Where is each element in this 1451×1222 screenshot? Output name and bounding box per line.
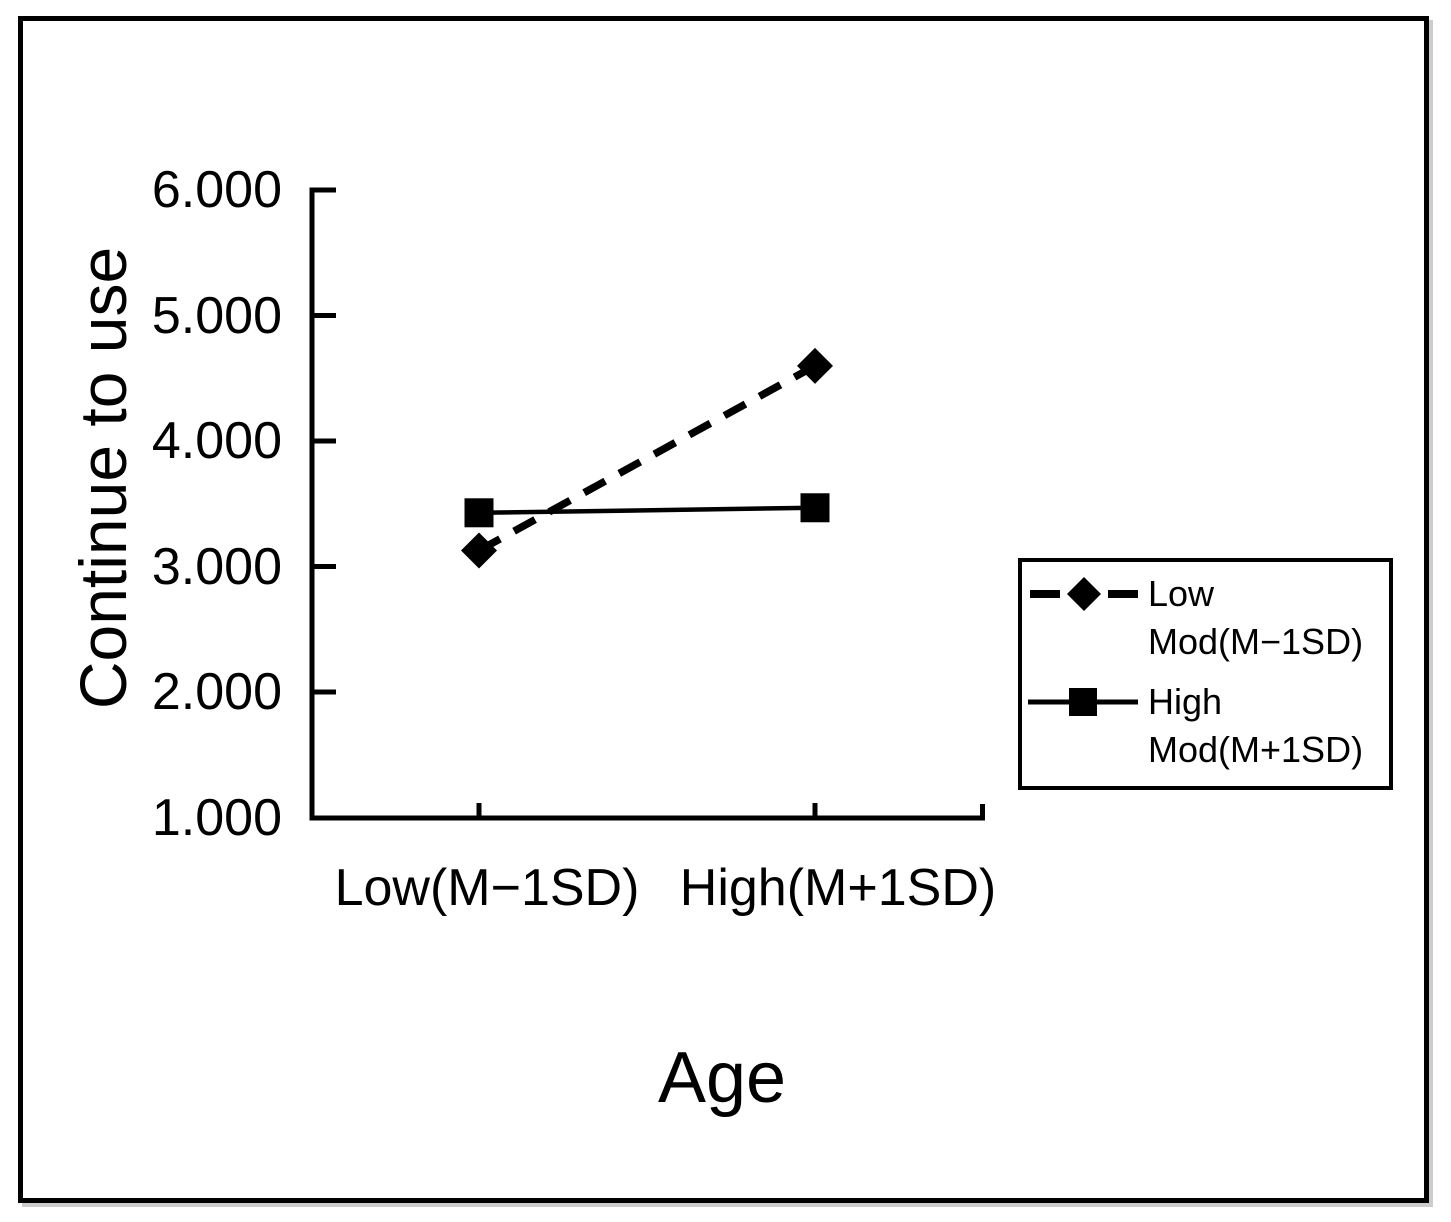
- legend-label-high-mod: High Mod(M+1SD): [1148, 678, 1363, 774]
- legend-label-low-mod-line1: Low: [1148, 573, 1215, 614]
- xtick-label-high: High(M+1SD): [679, 859, 997, 917]
- legend-entry-high-mod: High Mod(M+1SD): [1028, 678, 1389, 774]
- xtick-label-low: Low(M−1SD): [334, 859, 640, 917]
- y-ticks: [312, 187, 336, 695]
- ytick-label-6: 6.000: [151, 161, 282, 219]
- series-line-1: [478, 505, 816, 516]
- legend-entry-low-mod: Low Mod(M−1SD): [1028, 570, 1389, 666]
- ytick-label-1: 1.000: [151, 789, 282, 847]
- legend-label-high-mod-line1: High: [1148, 681, 1223, 722]
- ytick-label-4: 4.000: [151, 412, 282, 470]
- ytick-label-3: 3.000: [151, 538, 282, 596]
- diamond-marker: [461, 532, 497, 569]
- ytick-label-2: 2.000: [151, 663, 282, 721]
- series-group: [461, 347, 833, 569]
- legend-box: Low Mod(M−1SD) High Mod(M+1SD): [1018, 558, 1393, 790]
- legend-label-low-mod: Low Mod(M−1SD): [1148, 570, 1363, 666]
- solid-square-legend-symbol: [1028, 688, 1138, 716]
- x-axis-title: Age: [657, 1038, 787, 1118]
- legend-label-high-mod-line2: Mod(M+1SD): [1148, 729, 1364, 770]
- legend-label-low-mod-line2: Mod(M−1SD): [1148, 621, 1364, 662]
- square-marker: [800, 493, 830, 523]
- axis-lines: [309, 187, 985, 821]
- square-marker: [464, 498, 494, 528]
- series-line-0: [477, 362, 817, 554]
- dashed-diamond-legend-symbol: [1030, 577, 1138, 611]
- y-axis-title: Continue to use: [66, 246, 140, 710]
- diamond-marker: [797, 347, 833, 384]
- ytick-label-5: 5.000: [151, 287, 282, 345]
- x-ticks: [476, 803, 985, 818]
